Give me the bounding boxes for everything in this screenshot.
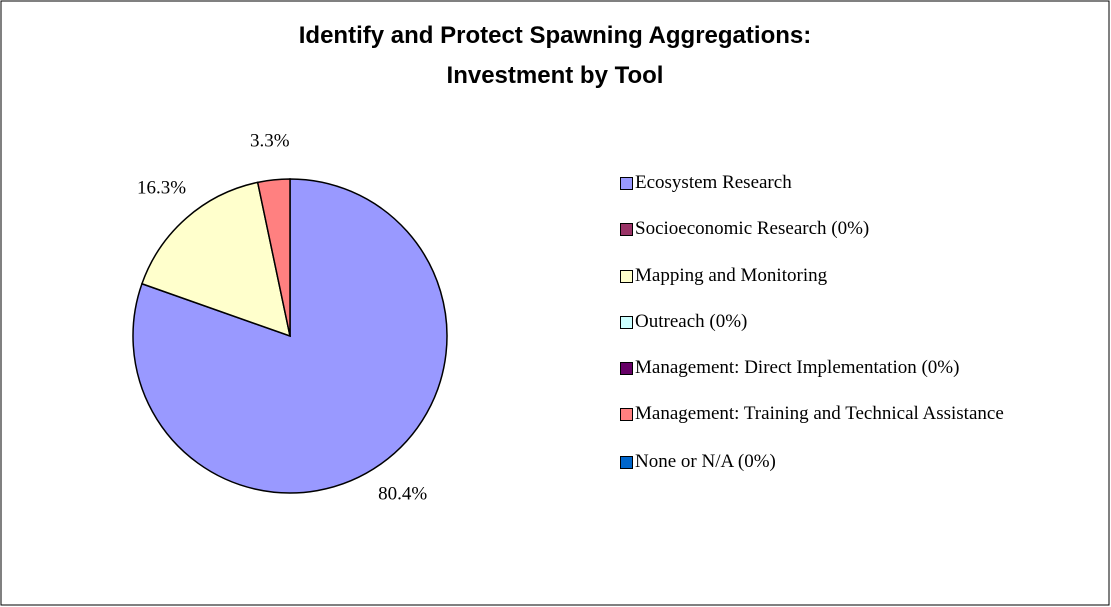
chart-title: Identify and Protect Spawning Aggregatio… bbox=[299, 22, 811, 49]
legend-label: Ecosystem Research bbox=[635, 172, 792, 193]
legend-item: Mapping and Monitoring bbox=[620, 263, 1055, 289]
legend-swatch bbox=[620, 362, 633, 375]
legend-item: None or N/A (0%) bbox=[620, 449, 1055, 475]
legend-label: Outreach (0%) bbox=[635, 311, 748, 332]
data-label: 80.4% bbox=[378, 484, 427, 505]
legend-item: Outreach (0%) bbox=[620, 309, 1055, 335]
legend-swatch bbox=[620, 270, 633, 283]
legend-item: Management: Training and Technical Assis… bbox=[620, 401, 1055, 427]
legend-label: Management: Direct Implementation (0%) bbox=[635, 357, 960, 378]
data-label: 16.3% bbox=[137, 178, 186, 199]
data-label: 3.3% bbox=[250, 130, 290, 151]
legend-label: None or N/A (0%) bbox=[635, 451, 776, 472]
legend-swatch bbox=[620, 316, 633, 329]
pie-slice bbox=[256, 178, 291, 337]
legend-label: Management: Training and Technical Assis… bbox=[635, 403, 1004, 424]
legend-swatch bbox=[620, 223, 633, 236]
legend-item: Ecosystem Research bbox=[620, 170, 1055, 196]
legend-label: Socioeconomic Research (0%) bbox=[635, 218, 870, 239]
pie-slice bbox=[132, 178, 448, 494]
legend-swatch bbox=[620, 177, 633, 190]
chart-title: Investment by Tool bbox=[447, 62, 664, 89]
legend-swatch bbox=[620, 408, 633, 421]
legend-item: Socioeconomic Research (0%) bbox=[620, 216, 1055, 242]
legend-label: Mapping and Monitoring bbox=[635, 265, 828, 286]
legend-item: Management: Direct Implementation (0%) bbox=[620, 355, 1055, 381]
pie-slice bbox=[140, 181, 292, 338]
legend-swatch bbox=[620, 456, 633, 469]
